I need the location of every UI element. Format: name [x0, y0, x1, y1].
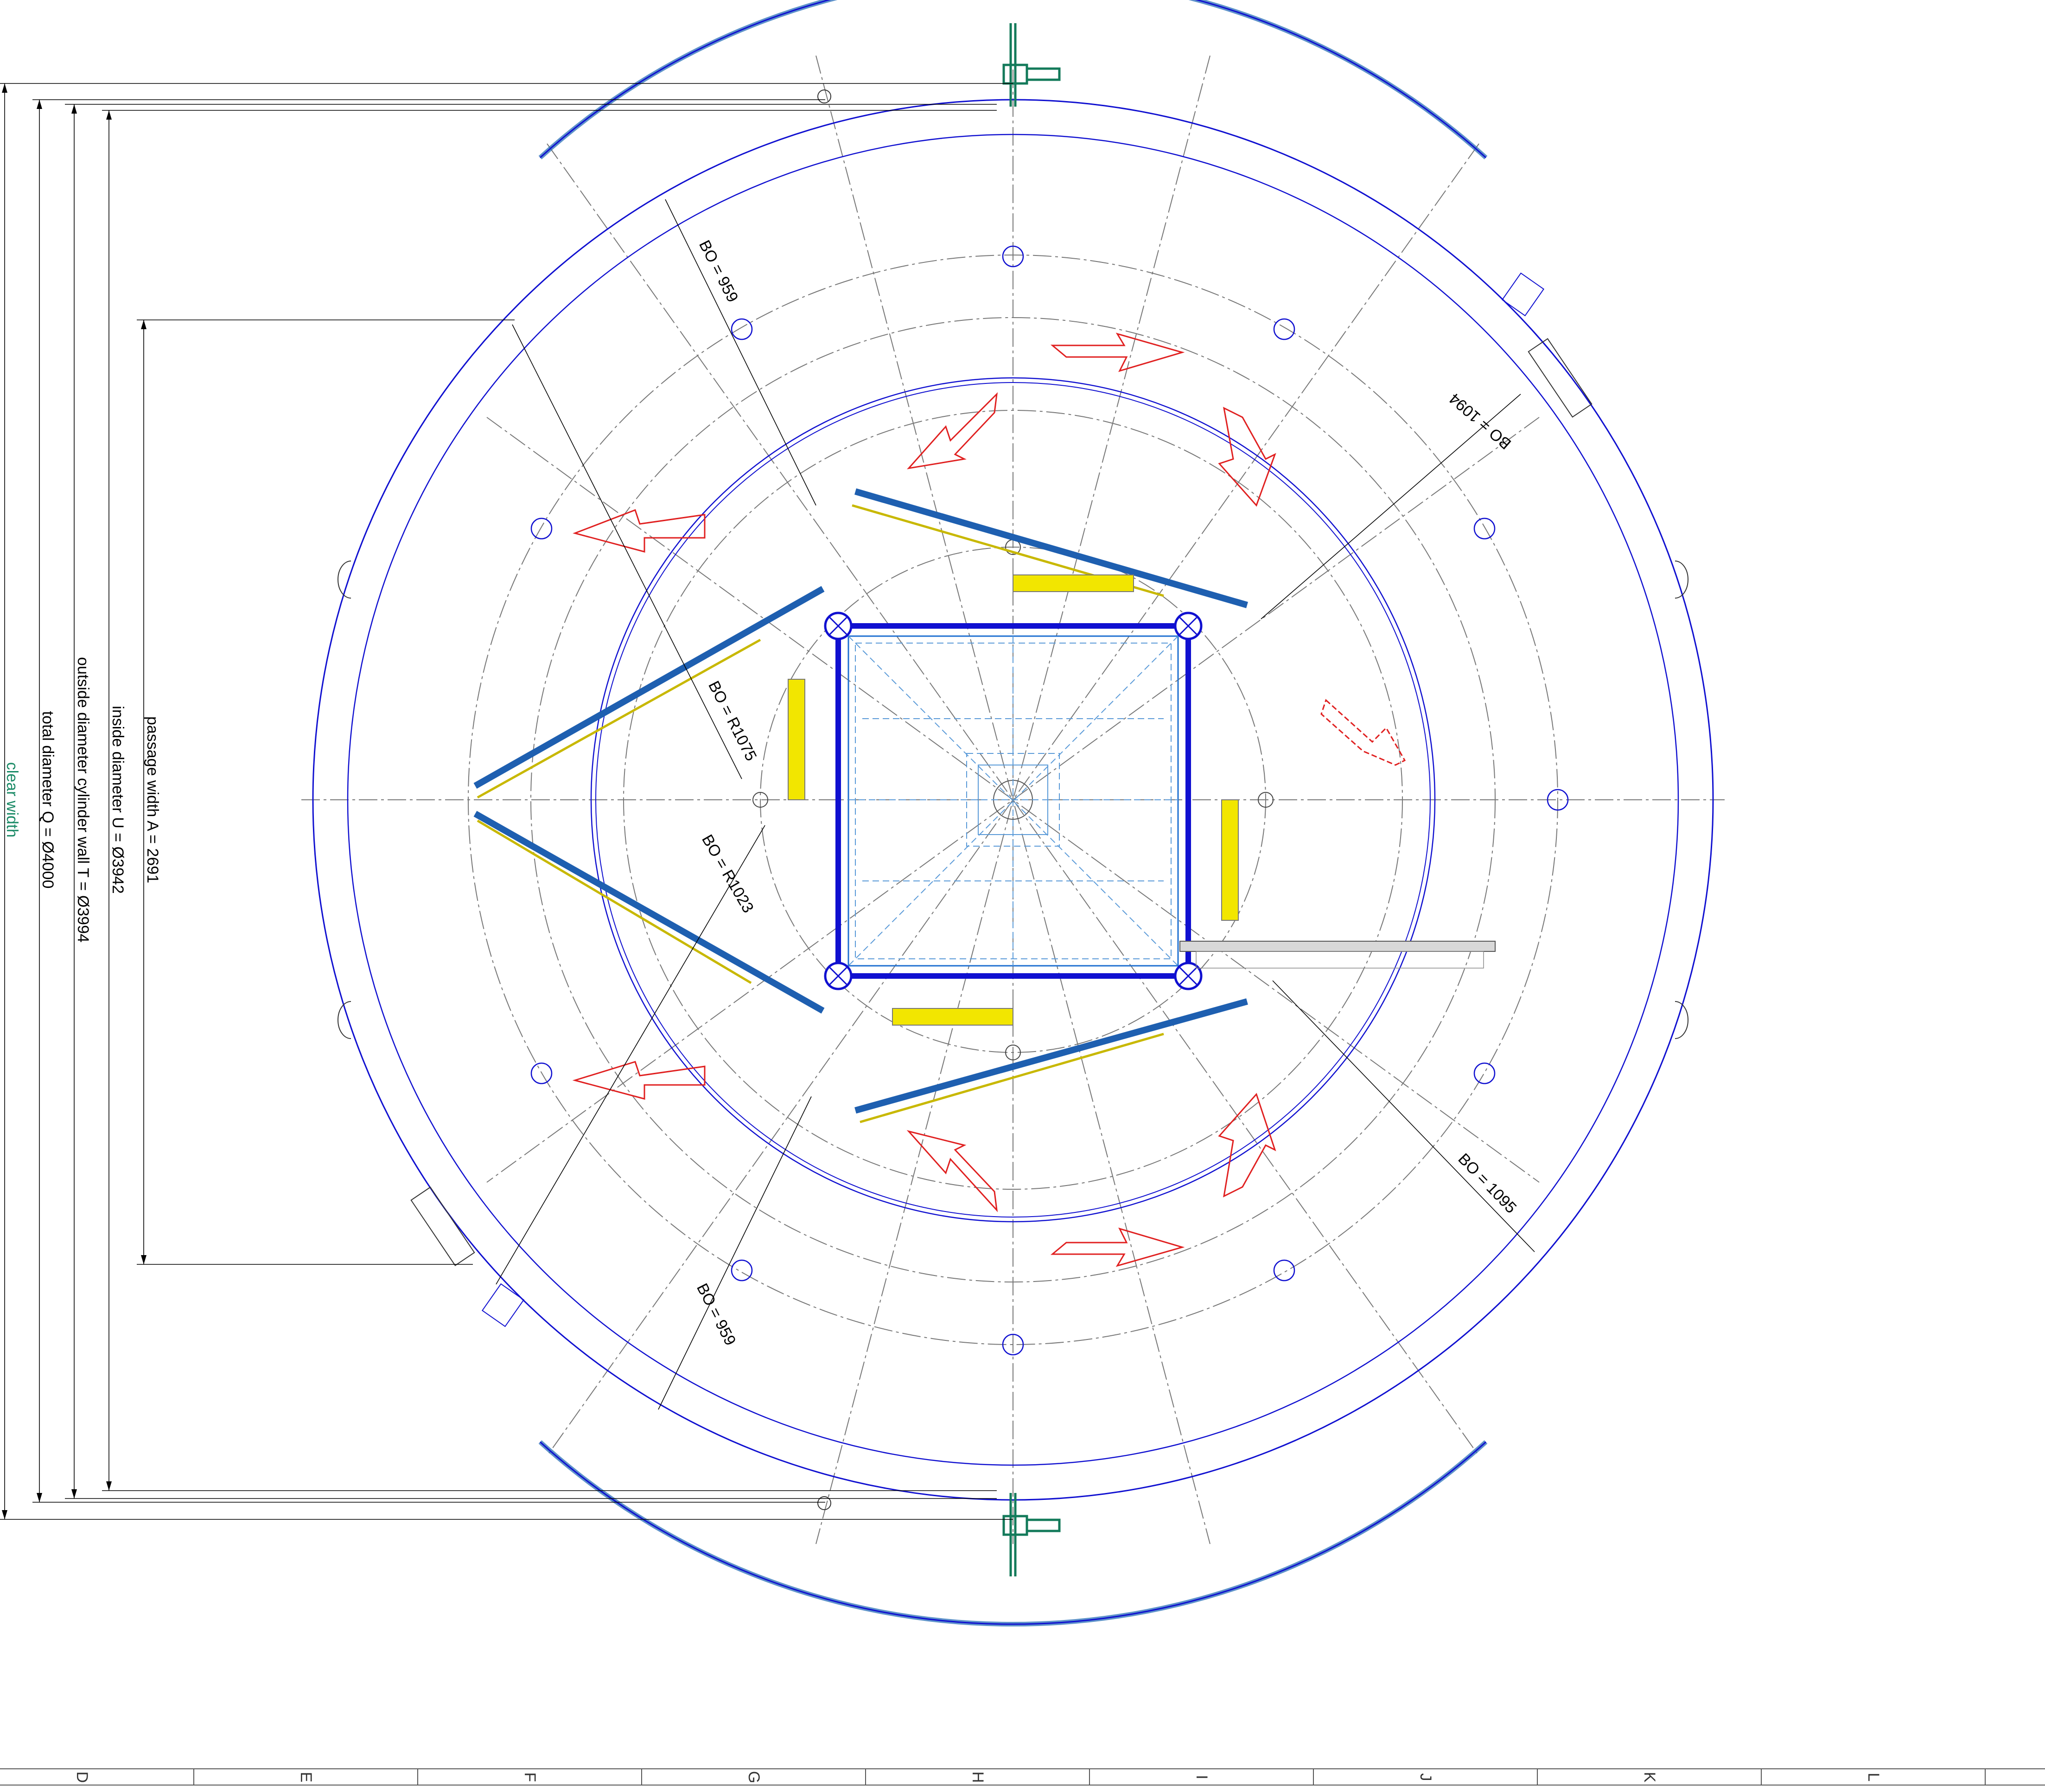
cylinder-walls	[312, 0, 1714, 1626]
door-posts	[1002, 23, 1061, 1576]
grid-column-letter: J	[1417, 1773, 1434, 1781]
bo-upper-left-label: BO = 959	[695, 237, 742, 305]
grid-column-letter: I	[1193, 1775, 1210, 1779]
passage-width-label: passage width A = 2691	[144, 716, 161, 883]
center-square-frame	[824, 612, 1496, 990]
bo-inner-r1023-label: BO = R1023	[698, 832, 757, 916]
dimension-arrowheads	[2, 83, 147, 1519]
grid-border: D E F G H I J K L	[0, 1768, 2045, 1786]
bo-lower-right-label: BO = 1095	[1454, 1150, 1520, 1217]
grid-column-letter: K	[1641, 1772, 1658, 1783]
yellow-panels	[788, 574, 1239, 1026]
outside-diameter-label: outside diameter cylinder wall T = Ø3994	[74, 657, 92, 943]
rotation-arrows	[572, 332, 1406, 1267]
grid-column-letter: G	[745, 1771, 763, 1783]
clear-width-label: clear width	[3, 762, 21, 838]
outer-fixtures	[338, 89, 1688, 1510]
inside-diameter-label: inside diameter U = Ø3942	[109, 706, 127, 893]
left-dimension-lines	[0, 83, 1013, 1520]
bo-upper-right-label: BO = 1094	[1446, 389, 1515, 453]
bo-dimension-leaders	[496, 199, 1535, 1410]
anchor-bolt-circles	[530, 245, 1569, 1356]
grid-column-letter: F	[521, 1773, 539, 1782]
dimension-labels: clear width total diameter Q = Ø4000 out…	[3, 657, 161, 943]
bo-labels: BO = 959 BO = 1094 BO = R1075 BO = R1023…	[693, 237, 1520, 1348]
total-diameter-label: total diameter Q = Ø4000	[39, 711, 57, 889]
grid-column-letter: H	[969, 1772, 987, 1783]
bo-inner-r1075-label: BO = R1075	[705, 678, 760, 764]
grid-column-letter: E	[297, 1772, 315, 1783]
door-wings	[473, 488, 1248, 1123]
grid-column-letter: D	[73, 1772, 91, 1783]
grid-column-letter: L	[1865, 1773, 1882, 1782]
